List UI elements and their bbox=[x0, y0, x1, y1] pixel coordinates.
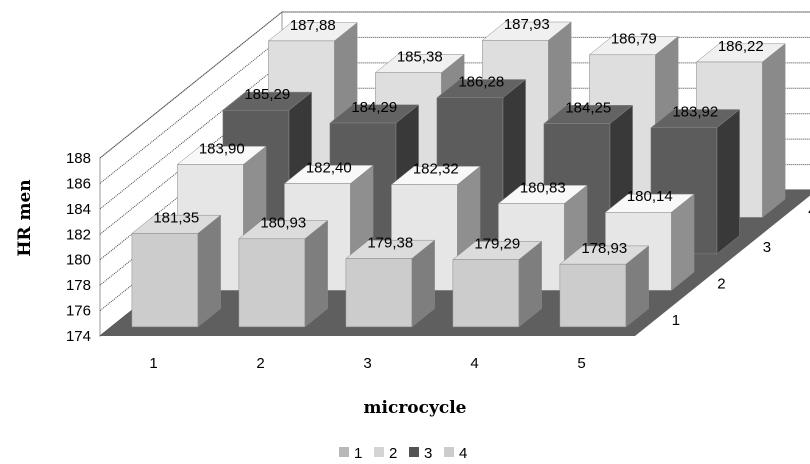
data-label: 185,29 bbox=[244, 86, 290, 103]
data-label: 179,38 bbox=[367, 234, 413, 251]
legend-label: 1 bbox=[354, 445, 362, 462]
data-label: 179,29 bbox=[474, 236, 520, 253]
x-tick-label: 5 bbox=[577, 355, 585, 372]
data-label: 180,14 bbox=[627, 188, 673, 205]
depth-tick-label: 2 bbox=[717, 275, 725, 292]
bar-series-1-cat-5 bbox=[559, 245, 650, 328]
bar-series-1-cat-4 bbox=[452, 240, 543, 328]
x-tick-label: 1 bbox=[149, 355, 157, 372]
y-tick-label: 186 bbox=[66, 175, 91, 192]
x-tick-label: 4 bbox=[470, 355, 478, 372]
data-label: 185,38 bbox=[397, 49, 443, 66]
data-labels: 187,88 185,38 187,93 186,79 186,22 185,29 184,… bbox=[153, 16, 763, 257]
y-tick-label: 178 bbox=[66, 277, 91, 294]
legend-label: 2 bbox=[389, 445, 397, 462]
data-label: 182,32 bbox=[413, 161, 459, 178]
data-label: 184,29 bbox=[351, 99, 397, 116]
data-label: 187,88 bbox=[290, 17, 336, 34]
x-tick-label: 2 bbox=[256, 355, 264, 372]
data-label: 187,93 bbox=[504, 16, 550, 33]
bar-series-1-cat-2 bbox=[238, 219, 329, 328]
legend-label: 4 bbox=[459, 445, 467, 462]
y-tick-label: 174 bbox=[66, 328, 91, 345]
data-label: 180,93 bbox=[260, 215, 306, 232]
depth-tick-label: 3 bbox=[763, 239, 771, 256]
data-label: 181,35 bbox=[153, 209, 199, 226]
depth-tick-label: 1 bbox=[672, 312, 680, 329]
legend-swatch bbox=[374, 447, 384, 457]
data-label: 183,90 bbox=[199, 140, 245, 157]
bar-series-1-cat-3 bbox=[345, 239, 436, 328]
x-tick-label: 3 bbox=[363, 355, 371, 372]
depth-tick-label: 4 bbox=[808, 202, 810, 219]
data-label: 183,92 bbox=[672, 104, 718, 121]
data-label: 186,79 bbox=[611, 31, 657, 48]
y-axis-title: HR men bbox=[15, 179, 35, 256]
y-tick-label: 184 bbox=[66, 201, 91, 218]
data-label: 186,22 bbox=[718, 38, 764, 55]
data-label: 178,93 bbox=[581, 240, 627, 257]
legend-swatch bbox=[444, 447, 454, 457]
legend-label: 3 bbox=[424, 445, 432, 462]
y-tick-label: 182 bbox=[66, 226, 91, 243]
data-label: 182,40 bbox=[306, 159, 352, 176]
legend-swatch bbox=[409, 447, 419, 457]
bar-series-1-cat-1 bbox=[131, 214, 222, 328]
x-axis-title: microcycle bbox=[364, 398, 467, 418]
y-tick-label: 180 bbox=[66, 252, 91, 269]
data-label: 184,25 bbox=[565, 99, 611, 116]
legend: 1 2 3 4 bbox=[339, 445, 467, 462]
depth-axis-ticks: 1 2 3 4 bbox=[672, 202, 810, 328]
legend-swatch bbox=[339, 447, 349, 457]
bar-series-3-cat-5 bbox=[650, 108, 741, 255]
y-tick-label: 176 bbox=[66, 303, 91, 320]
data-label: 180,83 bbox=[520, 179, 566, 196]
y-axis-ticks: 174 176 178 180 182 184 186 188 bbox=[66, 150, 91, 345]
bars bbox=[131, 21, 786, 328]
y-tick-label: 188 bbox=[66, 150, 91, 167]
data-label: 186,28 bbox=[458, 74, 504, 91]
x-axis-ticks: 1 2 3 4 5 bbox=[149, 355, 585, 372]
